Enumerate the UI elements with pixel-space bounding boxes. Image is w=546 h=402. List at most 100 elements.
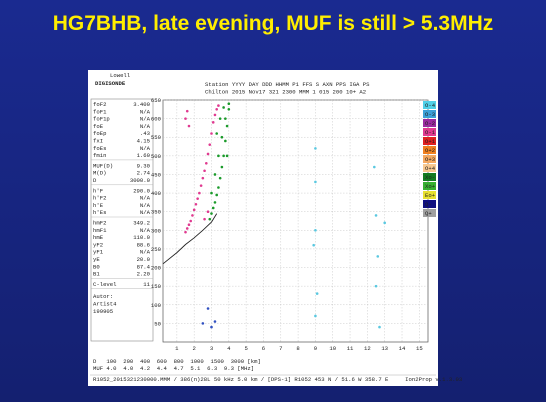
param-label: h'F2 bbox=[93, 195, 106, 202]
data-point bbox=[215, 193, 218, 197]
author-line: Artist4 bbox=[93, 301, 117, 308]
legend-label: Xo- bbox=[425, 174, 435, 181]
data-point bbox=[314, 147, 317, 150]
data-point bbox=[206, 210, 210, 213]
legend-swatch bbox=[423, 128, 436, 136]
legend-label: O-3 bbox=[425, 111, 435, 118]
footer: R1052_2015321230000.MMM / 386(n)28L 50 k… bbox=[93, 376, 462, 383]
data-point bbox=[315, 292, 319, 295]
y-tick-label: 300 bbox=[151, 227, 162, 234]
legend-label: Q+ bbox=[425, 210, 432, 217]
legend-swatch bbox=[423, 146, 436, 154]
param-label: B0 bbox=[93, 263, 100, 270]
data-point bbox=[198, 191, 201, 195]
data-point bbox=[185, 109, 189, 113]
data-point bbox=[314, 229, 317, 232]
param-value: 290.0 bbox=[133, 187, 150, 194]
data-point bbox=[218, 176, 222, 180]
param-value: 349.2 bbox=[133, 220, 150, 227]
data-point bbox=[225, 124, 229, 128]
muf-row: MUF 4.0 4.0 4.2 4.4 4.7 5.1 6.3 9.3 [MHz… bbox=[93, 365, 254, 372]
parameter-box bbox=[90, 98, 154, 342]
param-label: MUF(D) bbox=[93, 162, 113, 169]
param-label: foF1 bbox=[93, 108, 107, 115]
header-line: Chilton 2015 Nov17 321 2300 MMM 1 015 20… bbox=[205, 89, 366, 96]
data-point bbox=[206, 307, 210, 310]
data-point bbox=[215, 108, 218, 111]
data-point bbox=[314, 314, 317, 318]
x-tick-label: 2 bbox=[192, 345, 195, 352]
data-point bbox=[224, 117, 227, 120]
param-label: B1 bbox=[93, 271, 100, 278]
data-point bbox=[213, 201, 217, 204]
data-point bbox=[376, 255, 380, 258]
data-point bbox=[196, 197, 199, 200]
legend-label: O+3 bbox=[425, 156, 435, 163]
legend-swatch bbox=[423, 101, 436, 109]
data-point bbox=[184, 230, 187, 234]
data-point bbox=[225, 154, 229, 158]
param-value: N/A bbox=[140, 209, 151, 216]
x-tick-label: 5 bbox=[244, 345, 247, 352]
param-value: N/A bbox=[140, 227, 151, 234]
data-point bbox=[191, 214, 194, 217]
header-line: Station YYYY DAY DDD HHMM P1 FFS S AXN P… bbox=[205, 81, 370, 88]
param-label: foEp bbox=[93, 130, 106, 137]
data-point bbox=[210, 212, 213, 215]
distance-row: D 100 200 400 600 800 1000 1500 3000 [km… bbox=[93, 358, 261, 365]
data-point bbox=[208, 143, 212, 146]
param-label: yE bbox=[93, 256, 100, 263]
param-label: hmF1 bbox=[93, 227, 107, 234]
data-point bbox=[210, 191, 213, 195]
param-label: foEs bbox=[93, 145, 106, 152]
data-point bbox=[312, 243, 315, 247]
data-point bbox=[378, 325, 381, 329]
legend-swatch bbox=[423, 110, 436, 118]
data-point bbox=[205, 161, 208, 165]
legend-label: O+2 bbox=[425, 147, 435, 154]
legend-swatch bbox=[423, 191, 436, 199]
param-value: 3.400 bbox=[133, 101, 150, 108]
data-point bbox=[201, 322, 205, 325]
x-tick-label: 13 bbox=[381, 345, 388, 352]
data-point bbox=[217, 154, 220, 158]
param-label: hmE bbox=[93, 234, 104, 241]
param-value: N/A bbox=[140, 195, 151, 202]
legend-swatch bbox=[423, 155, 436, 163]
data-point bbox=[203, 169, 206, 173]
legend-label: Xo+ bbox=[425, 183, 436, 190]
logo: DIGISONDE bbox=[95, 80, 126, 87]
data-point bbox=[217, 186, 220, 189]
param-label: h'F bbox=[93, 187, 103, 194]
param-value: 9.30 bbox=[137, 162, 151, 169]
param-value: N/A bbox=[140, 249, 151, 256]
y-tick-label: 50 bbox=[154, 320, 161, 327]
y-tick-label: 600 bbox=[151, 116, 162, 123]
data-point bbox=[374, 284, 378, 288]
param-label: M(D) bbox=[93, 170, 106, 177]
x-tick-label: 3 bbox=[210, 345, 213, 352]
data-point bbox=[220, 165, 224, 169]
param-label: h'Es bbox=[93, 209, 106, 216]
y-tick-label: 250 bbox=[151, 246, 162, 253]
slide-title: HG7BHB, late evening, MUF is still > 5.3… bbox=[53, 12, 494, 35]
param-value: N/A bbox=[140, 116, 151, 123]
data-point bbox=[213, 173, 217, 176]
x-tick-label: 4 bbox=[227, 345, 231, 352]
param-value: 110.0 bbox=[133, 234, 150, 241]
data-point bbox=[201, 176, 205, 180]
data-point bbox=[210, 325, 213, 329]
data-point bbox=[374, 214, 378, 217]
param-value: 1.60 bbox=[137, 152, 151, 159]
data-point bbox=[187, 223, 191, 227]
legend-label: Eo+ bbox=[425, 192, 436, 199]
data-point bbox=[187, 124, 191, 128]
data-point bbox=[194, 202, 198, 206]
data-point bbox=[373, 165, 376, 169]
x-tick-label: 14 bbox=[399, 345, 406, 352]
param-label: foE bbox=[93, 123, 104, 130]
param-value: 88.6 bbox=[137, 241, 150, 248]
param-label: h'E bbox=[93, 202, 104, 209]
data-point bbox=[227, 102, 231, 106]
